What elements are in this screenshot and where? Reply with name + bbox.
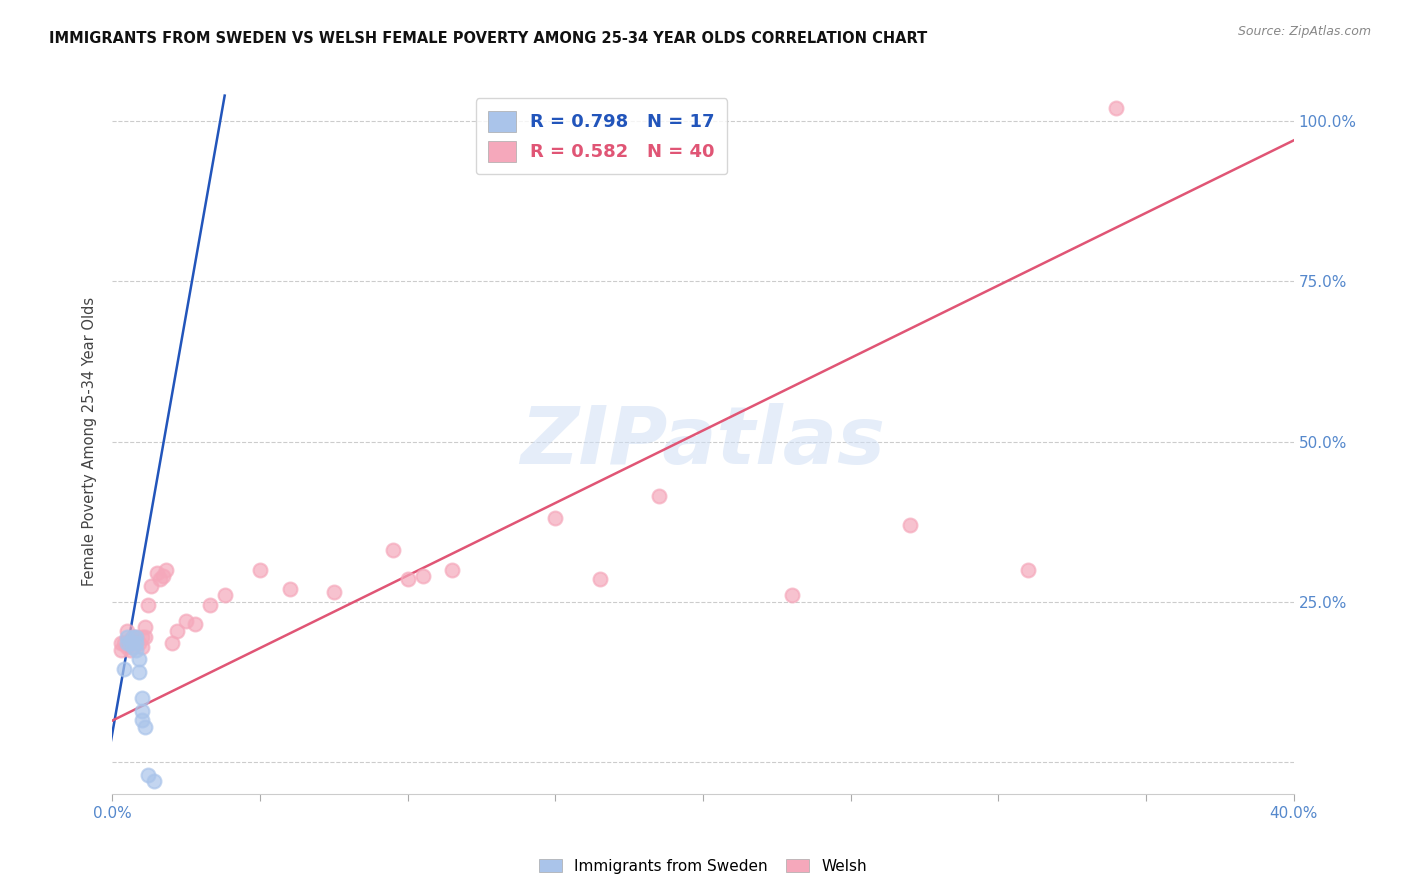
Legend: Immigrants from Sweden, Welsh: Immigrants from Sweden, Welsh: [533, 853, 873, 880]
Point: [125, 630, 148, 644]
Point: [125, 630, 148, 644]
Point: [174, 614, 197, 628]
Point: [396, 572, 419, 586]
Point: [110, 642, 132, 657]
Point: [1017, 563, 1039, 577]
Point: [198, 598, 221, 612]
Point: [131, 630, 153, 644]
Point: [125, 642, 148, 657]
Legend: R = 0.798   N = 17, R = 0.582   N = 40: R = 0.798 N = 17, R = 0.582 N = 40: [475, 98, 727, 174]
Point: [146, 566, 169, 580]
Point: [131, 713, 153, 727]
Point: [122, 640, 145, 654]
Point: [166, 624, 188, 638]
Point: [122, 630, 145, 644]
Point: [128, 665, 150, 680]
Point: [160, 636, 183, 650]
Point: [117, 630, 138, 644]
Point: [134, 720, 156, 734]
Point: [134, 630, 156, 644]
Point: [112, 636, 135, 650]
Point: [149, 572, 172, 586]
Point: [142, 774, 165, 789]
Point: [120, 642, 142, 657]
Point: [117, 640, 138, 654]
Point: [131, 640, 153, 654]
Point: [134, 620, 156, 634]
Point: [544, 511, 567, 525]
Text: IMMIGRANTS FROM SWEDEN VS WELSH FEMALE POVERTY AMONG 25-34 YEAR OLDS CORRELATION: IMMIGRANTS FROM SWEDEN VS WELSH FEMALE P…: [49, 31, 928, 46]
Point: [647, 489, 671, 503]
Point: [128, 636, 150, 650]
Point: [125, 636, 148, 650]
Point: [184, 617, 207, 632]
Text: ZIPatlas: ZIPatlas: [520, 402, 886, 481]
Point: [898, 517, 921, 532]
Point: [1105, 102, 1128, 116]
Point: [128, 652, 150, 666]
Point: [131, 704, 153, 718]
Y-axis label: Female Poverty Among 25-34 Year Olds: Female Poverty Among 25-34 Year Olds: [82, 297, 97, 586]
Point: [441, 563, 464, 577]
Point: [411, 569, 433, 583]
Point: [131, 690, 153, 705]
Point: [117, 636, 138, 650]
Point: [278, 582, 301, 596]
Point: [136, 598, 159, 612]
Point: [152, 569, 174, 583]
Point: [214, 588, 236, 602]
Point: [112, 662, 135, 676]
Point: [139, 579, 162, 593]
Text: Source: ZipAtlas.com: Source: ZipAtlas.com: [1237, 25, 1371, 38]
Point: [323, 585, 346, 599]
Point: [120, 633, 142, 648]
Point: [122, 630, 145, 644]
Point: [780, 588, 803, 602]
Point: [120, 636, 142, 650]
Point: [117, 624, 138, 638]
Point: [155, 563, 177, 577]
Point: [110, 636, 132, 650]
Point: [588, 572, 610, 586]
Point: [382, 543, 405, 558]
Point: [249, 563, 271, 577]
Point: [136, 767, 159, 781]
